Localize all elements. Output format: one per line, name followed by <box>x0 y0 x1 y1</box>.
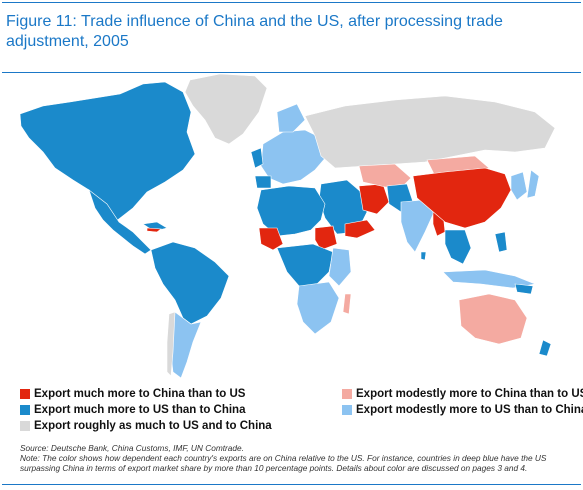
legend-item-modest-us: Export modestly more to US than to China <box>342 404 583 416</box>
legend-item-much-china: Export much more to China than to US <box>20 388 245 400</box>
source-text: Source: Deutsche Bank, China Customs, IM… <box>20 443 575 453</box>
region-new-zealand <box>539 340 551 356</box>
title-block: Figure 11: Trade influence of China and … <box>0 0 583 74</box>
legend-label: Export modestly more to China than to US <box>356 388 583 400</box>
legend-swatch <box>20 389 30 399</box>
region-uk-ireland <box>251 148 263 168</box>
legend-item-roughly-equal: Export roughly as much to US and to Chin… <box>20 420 272 432</box>
region-korea-japan <box>511 172 527 200</box>
legend-label: Export modestly more to US than to China <box>356 404 583 416</box>
legend-label: Export much more to China than to US <box>34 388 245 400</box>
region-japan <box>527 170 539 198</box>
region-north-america <box>20 82 195 222</box>
bottom-rule <box>2 484 581 485</box>
legend-item-modest-china: Export modestly more to China than to US <box>342 388 583 400</box>
region-sri-lanka <box>421 252 426 260</box>
region-russia <box>305 96 555 168</box>
region-south-america-south <box>171 312 201 378</box>
legend-swatch <box>20 421 30 431</box>
legend-swatch <box>342 405 352 415</box>
region-greenland <box>185 74 267 144</box>
figure-title: Figure 11: Trade influence of China and … <box>6 12 566 52</box>
region-philippines <box>495 232 507 252</box>
region-southeast-asia <box>445 230 471 264</box>
region-africa-south <box>297 282 339 334</box>
region-scandinavia <box>277 104 305 132</box>
region-africa-central <box>277 244 333 286</box>
region-australia <box>459 294 527 344</box>
figure-notes: Source: Deutsche Bank, China Customs, IM… <box>20 443 575 473</box>
legend-swatch <box>20 405 30 415</box>
legend-swatch <box>342 389 352 399</box>
region-madagascar <box>343 294 351 314</box>
region-south-america-north <box>151 242 229 324</box>
region-africa-east <box>329 248 351 286</box>
legend-label: Export roughly as much to US and to Chin… <box>34 420 272 432</box>
region-iran <box>359 184 389 214</box>
map-legend: Export much more to China than to US Exp… <box>20 388 570 438</box>
region-iberia <box>255 176 271 188</box>
legend-item-much-us: Export much more to US than to China <box>20 404 245 416</box>
legend-label: Export much more to US than to China <box>34 404 245 416</box>
note-text: Note: The color shows how dependent each… <box>20 453 575 473</box>
region-cuba <box>147 228 161 232</box>
region-png <box>515 284 533 294</box>
title-top-rule <box>2 2 581 3</box>
world-map <box>15 72 575 384</box>
